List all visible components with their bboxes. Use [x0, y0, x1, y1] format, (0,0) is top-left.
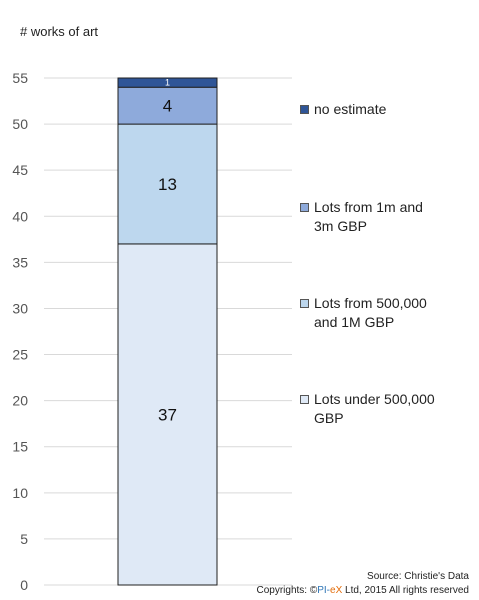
bar-segment [117, 86, 218, 125]
legend-label-line: 3m GBP [314, 218, 367, 234]
y-tick-label: 5 [20, 531, 28, 547]
data-labels: 37 13 4 1 [158, 78, 177, 425]
data-label: 13 [158, 175, 177, 194]
copyright-prefix: Copyrights: © [256, 585, 318, 596]
source-note: Source: Christie's Data [367, 571, 469, 582]
bar-segments [117, 77, 218, 586]
legend-label-line: Lots from 1m and [314, 199, 423, 215]
bar-segment [117, 77, 218, 88]
y-tick-label: 50 [12, 116, 28, 132]
y-tick-label: 45 [12, 162, 28, 178]
legend-label: Lots from 1m and 3m GBP [314, 198, 474, 236]
data-label: 4 [163, 97, 172, 116]
y-tick-label: 55 [12, 70, 28, 86]
legend-label: no estimate [314, 101, 387, 117]
legend-swatch [300, 105, 309, 114]
y-axis-ticks: 0 5 10 15 20 25 30 35 40 45 50 55 [12, 70, 28, 593]
legend-label: Lots under 500,000 GBP [314, 390, 474, 428]
brand-logo-part2: eX [330, 585, 343, 596]
y-tick-label: 10 [12, 485, 28, 501]
y-tick-label: 35 [12, 254, 28, 270]
legend-swatch [300, 299, 309, 308]
copyright-note: Copyrights: ©PI-eX Ltd, 2015 All rights … [257, 585, 470, 596]
legend-label-line: GBP [314, 410, 344, 426]
bar-segment [117, 123, 218, 245]
legend-label-line: and 1M GBP [314, 314, 395, 330]
legend-swatch [300, 395, 309, 404]
legend-label: Lots from 500,000 and 1M GBP [314, 294, 474, 332]
bar-segment [117, 243, 218, 586]
data-label: 1 [165, 78, 170, 88]
y-tick-label: 15 [12, 439, 28, 455]
legend-label-line: Lots from 500,000 [314, 295, 427, 311]
y-tick-label: 20 [12, 393, 28, 409]
copyright-suffix: Ltd, 2015 All rights reserved [342, 585, 469, 596]
y-tick-label: 25 [12, 347, 28, 363]
y-tick-label: 0 [20, 577, 28, 593]
legend-label-line: Lots under 500,000 [314, 391, 435, 407]
legend-swatch [300, 203, 309, 212]
y-axis-label: # works of art [20, 24, 99, 39]
data-label: 37 [158, 405, 177, 424]
brand-logo-part1: PI- [317, 585, 331, 596]
y-tick-label: 40 [12, 208, 28, 224]
y-tick-label: 30 [12, 300, 28, 316]
